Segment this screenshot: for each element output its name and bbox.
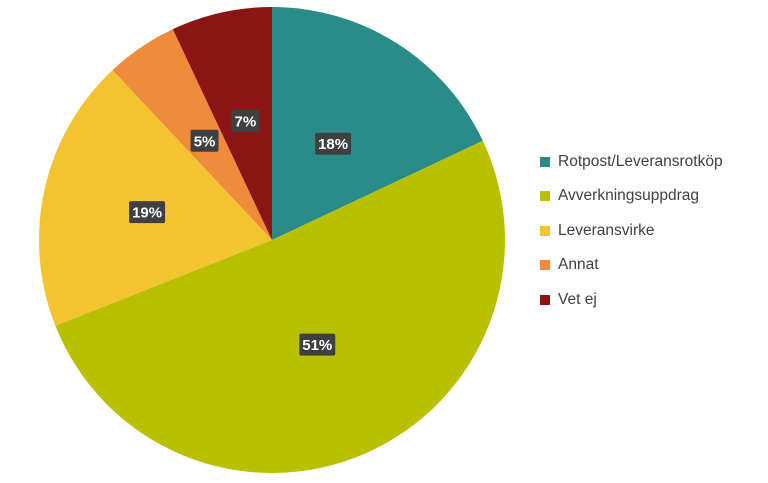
slice-rotpost: [272, 7, 483, 240]
legend-item-avverkningsuppdrag: Avverkningsuppdrag: [540, 185, 723, 208]
legend: Rotpost/Leveransrotköp Avverkningsuppdra…: [540, 150, 723, 323]
legend-swatch: [540, 156, 550, 167]
legend-item-rotpost: Rotpost/Leveransrotköp: [540, 150, 723, 173]
slices-layer: [39, 7, 505, 473]
legend-item-vet-ej: Vet ej: [540, 288, 723, 311]
data-label-box: [190, 129, 219, 152]
legend-swatch: [540, 225, 550, 236]
legend-label: Annat: [558, 256, 599, 273]
data-label: 51%: [299, 333, 336, 356]
data-label: 18%: [315, 132, 352, 155]
data-label-box: [299, 333, 336, 356]
slice-avverkningsuppdrag: [55, 140, 505, 473]
data-label-box: [315, 132, 352, 155]
legend-swatch: [540, 260, 550, 270]
data-label-text: 18%: [318, 136, 348, 153]
slice-leveransvirke: [39, 70, 272, 326]
legend-swatch: [540, 294, 550, 305]
data-label-text: 7%: [235, 113, 257, 130]
legend-label: Rotpost/Leveransrotköp: [558, 152, 723, 170]
data-label-text: 5%: [194, 133, 216, 150]
legend-swatch: [540, 191, 550, 201]
data-label: 19%: [129, 201, 166, 224]
data-labels-layer: 18% 51% 19% 5% 7%: [129, 109, 352, 356]
legend-item-annat: Annat: [540, 254, 723, 277]
legend-item-leveransvirke: Leveransvirke: [540, 219, 723, 242]
slice-vet-ej: [172, 7, 272, 240]
data-label-box: [231, 109, 260, 132]
legend-label: Vet ej: [558, 290, 597, 308]
data-label-box: [129, 201, 166, 224]
legend-label: Leveransvirke: [558, 221, 655, 239]
data-label: 5%: [190, 129, 219, 152]
legend-label: Avverkningsuppdrag: [558, 187, 700, 204]
data-label-text: 19%: [132, 205, 162, 222]
data-label: 7%: [231, 109, 260, 132]
data-label-text: 51%: [302, 337, 332, 354]
